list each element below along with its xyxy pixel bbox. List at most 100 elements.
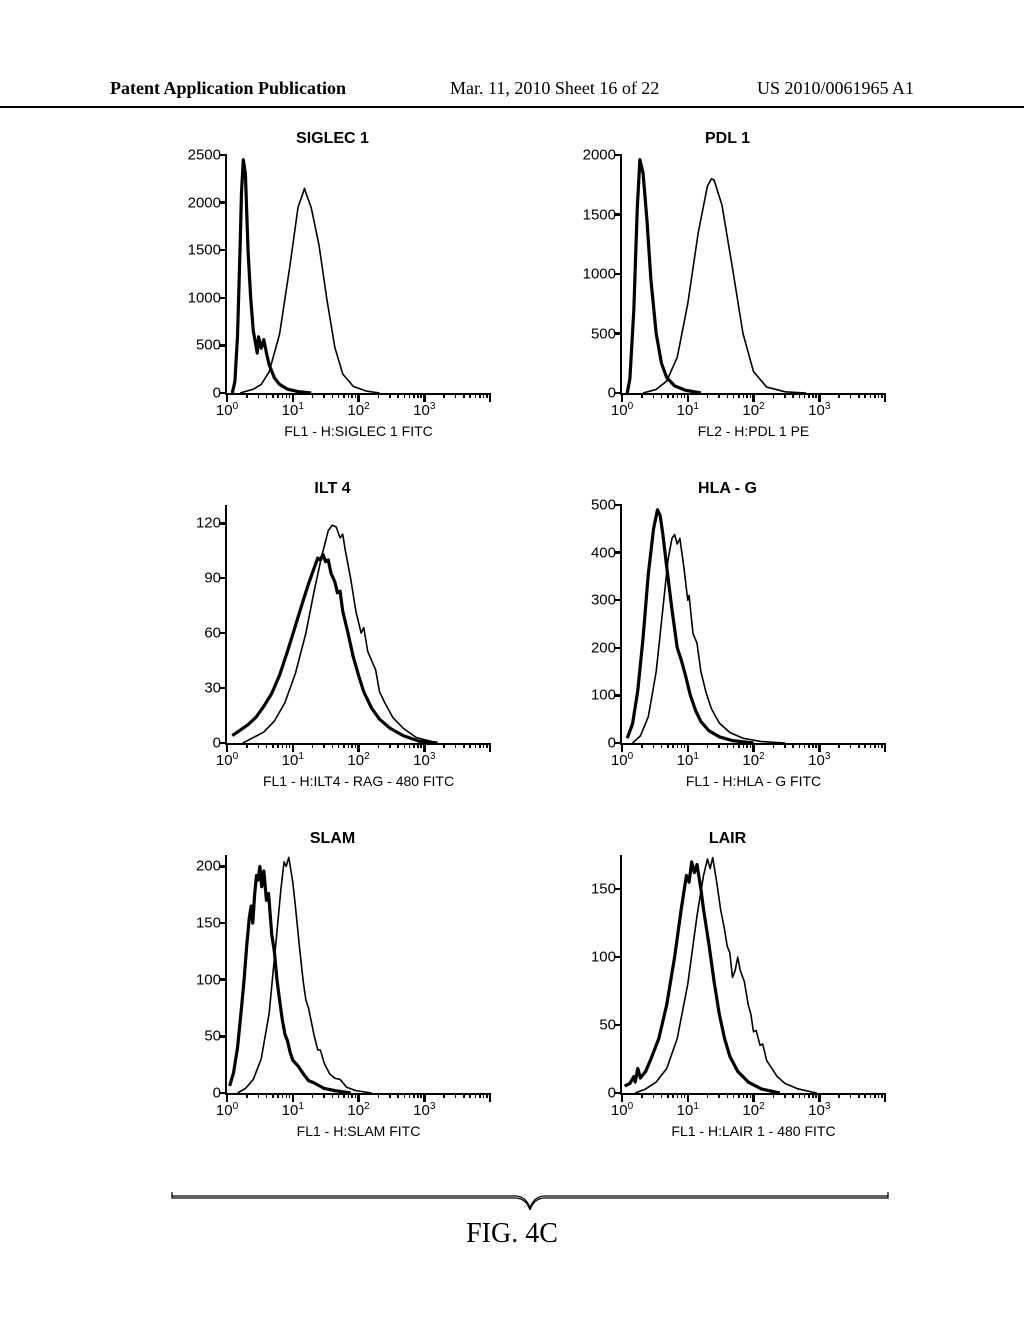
xtick-minor	[272, 393, 274, 398]
panel-title: HLA - G	[565, 480, 890, 498]
ytick-label: 1000	[188, 289, 221, 306]
xtick-minor	[653, 743, 655, 748]
histogram-curve-sample	[240, 188, 379, 393]
xtick-minor	[343, 1093, 345, 1098]
xtick-minor	[258, 393, 260, 398]
xtick-minor	[750, 1093, 752, 1098]
xtick-minor	[672, 743, 674, 748]
xtick-minor	[323, 1093, 325, 1098]
xtick-minor	[667, 1093, 669, 1098]
xtick-minor	[348, 393, 350, 398]
ytick-label: 30	[204, 680, 221, 697]
xtick-minor	[479, 1093, 481, 1098]
xtick-minor	[707, 743, 709, 748]
plot-area: 05001000150020002500100101102103FL1 - H:…	[225, 155, 490, 395]
curves-svg	[622, 155, 885, 393]
xtick-minor	[277, 393, 279, 398]
xtick-label: 102	[742, 401, 764, 419]
histogram-curve-control	[627, 160, 701, 393]
xtick-minor	[799, 393, 801, 398]
xtick-minor	[355, 393, 357, 398]
xtick-minor	[838, 743, 840, 748]
xtick-minor	[850, 393, 852, 398]
xtick-minor	[483, 1093, 485, 1098]
xtick-minor	[808, 743, 810, 748]
header-mid: Mar. 11, 2010 Sheet 16 of 22	[450, 78, 659, 99]
xtick-minor	[338, 393, 340, 398]
xtick-minor	[338, 1093, 340, 1098]
xtick-minor	[397, 1093, 399, 1098]
chart-panel: HLA - G0100200300400500100101102103FL1 -…	[565, 480, 890, 800]
figure-caption: FIG. 4C	[0, 1218, 1024, 1250]
xtick-minor	[417, 1093, 419, 1098]
xtick-minor	[455, 393, 457, 398]
xtick-label: 102	[347, 401, 369, 419]
xtick-minor	[641, 1093, 643, 1098]
panel-title: SLAM	[170, 830, 495, 848]
ytick-label: 150	[196, 915, 221, 932]
x-axis-label: FL1 - H:ILT4 - RAG - 480 FITC	[227, 773, 490, 789]
xtick-minor	[878, 393, 880, 398]
xtick-minor	[479, 743, 481, 748]
ytick-label: 0	[213, 385, 221, 402]
curves-svg	[622, 855, 885, 1093]
xtick-minor	[792, 743, 794, 748]
xtick-minor	[808, 1093, 810, 1098]
plot-area: 050100150200100101102103FL1 - H:SLAM FIT…	[225, 855, 490, 1095]
ytick-label: 0	[608, 1085, 616, 1102]
xtick-minor	[812, 393, 814, 398]
xtick-minor	[684, 743, 686, 748]
xtick-minor	[858, 743, 860, 748]
ytick-label: 2000	[583, 147, 616, 164]
xtick-label: 100	[611, 1101, 633, 1119]
xtick-minor	[378, 393, 380, 398]
xtick-minor	[389, 743, 391, 748]
panel-title: SIGLEC 1	[170, 130, 495, 148]
xtick-minor	[266, 743, 268, 748]
xtick-minor	[348, 743, 350, 748]
xtick-minor	[661, 743, 663, 748]
xtick-minor	[677, 1093, 679, 1098]
xtick-minor	[881, 1093, 883, 1098]
xtick-minor	[773, 393, 775, 398]
xtick-minor	[733, 393, 735, 398]
xtick-minor	[282, 743, 284, 748]
ytick-label: 0	[608, 385, 616, 402]
header-right: US 2010/0061965 A1	[757, 78, 914, 99]
xtick-minor	[672, 1093, 674, 1098]
xtick-minor	[738, 743, 740, 748]
xtick-minor	[684, 393, 686, 398]
xtick-minor	[727, 393, 729, 398]
x-axis-label: FL1 - H:HLA - G FITC	[622, 773, 885, 789]
xtick-minor	[355, 1093, 357, 1098]
xtick-minor	[486, 1093, 488, 1098]
xtick-minor	[815, 1093, 817, 1098]
ytick-label: 1500	[188, 242, 221, 259]
xtick-minor	[409, 743, 411, 748]
xtick-minor	[272, 743, 274, 748]
panel-title: PDL 1	[565, 130, 890, 148]
xtick-minor	[475, 1093, 477, 1098]
xtick-minor	[246, 393, 248, 398]
xtick-minor	[681, 1093, 683, 1098]
xtick-minor	[681, 393, 683, 398]
xtick-label: 100	[216, 1101, 238, 1119]
xtick-minor	[792, 393, 794, 398]
xtick-label: 101	[677, 1101, 699, 1119]
ytick-label: 60	[204, 625, 221, 642]
xtick-minor	[404, 393, 406, 398]
xtick-minor	[838, 1093, 840, 1098]
x-axis-label: FL2 - H:PDL 1 PE	[622, 423, 885, 439]
xtick-minor	[838, 393, 840, 398]
xtick-minor	[653, 1093, 655, 1098]
xtick-minor	[332, 393, 334, 398]
xtick-minor	[272, 1093, 274, 1098]
xtick-minor	[799, 743, 801, 748]
xtick-minor	[378, 1093, 380, 1098]
xtick-minor	[874, 743, 876, 748]
xtick-minor	[463, 743, 465, 748]
xtick-major	[884, 743, 887, 752]
xtick-minor	[420, 1093, 422, 1098]
xtick-minor	[469, 1093, 471, 1098]
xtick-minor	[463, 393, 465, 398]
